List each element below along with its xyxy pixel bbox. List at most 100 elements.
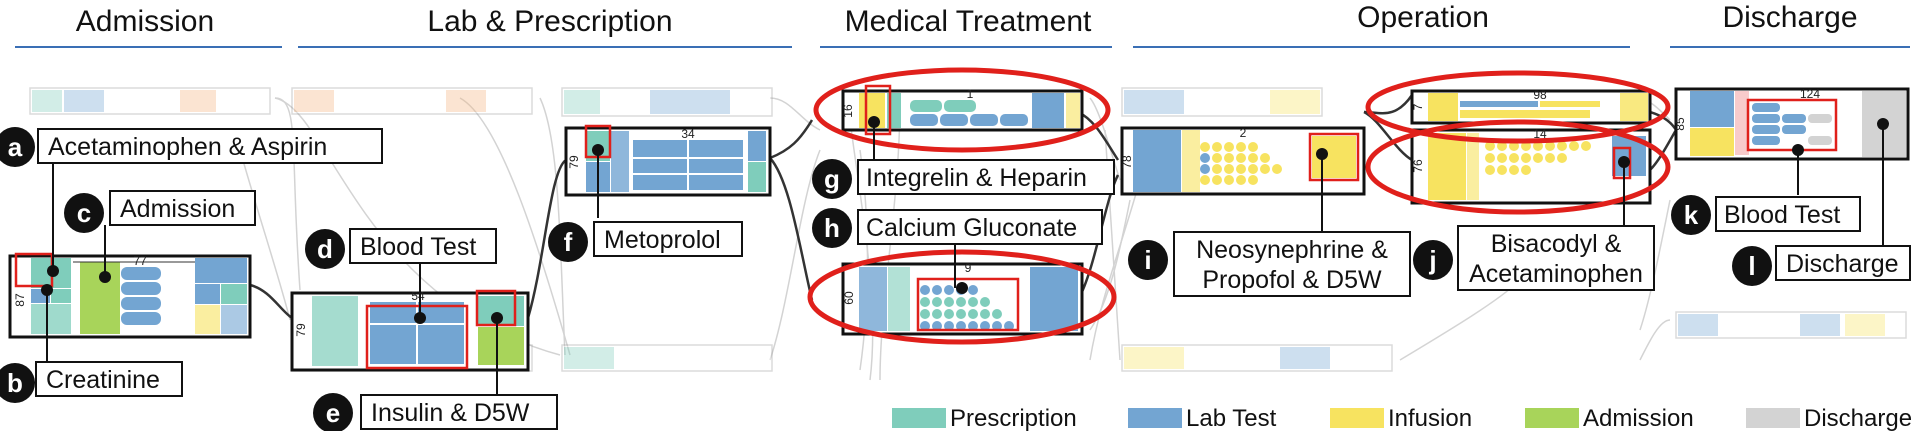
node-top-count: 77 xyxy=(133,254,147,268)
node-top-count: 1 xyxy=(967,87,974,101)
callout-letter: c xyxy=(77,198,91,228)
node-top-count: 14 xyxy=(1533,127,1547,141)
callout-label-line2: Propofol & D5W xyxy=(1202,266,1382,294)
legend-swatch xyxy=(1330,408,1384,428)
callout-badge xyxy=(1732,246,1772,286)
node-lab-prescription-2[interactable]: 34 79 xyxy=(564,124,772,197)
callout-label: Integrelin & Heparin xyxy=(866,164,1087,192)
emphasis-ellipses xyxy=(807,67,1671,345)
stage-title-lab-prescription: Lab & Prescription xyxy=(427,5,672,38)
callout-letter: f xyxy=(564,227,573,257)
callout-label: Bisacodyl & xyxy=(1491,230,1622,258)
legend-item-lab-test: Lab Test xyxy=(1128,405,1277,431)
highlight-box xyxy=(864,84,892,136)
callout-label: Calcium Gluconate xyxy=(866,214,1077,242)
highlight-box xyxy=(1612,146,1632,180)
stage-title-operation: Operation xyxy=(1357,1,1489,34)
callout-label: Discharge xyxy=(1786,250,1899,278)
callout-b: b Creatinine xyxy=(0,361,183,403)
node-top-count: 2 xyxy=(1240,126,1247,140)
faded-card xyxy=(1121,87,1323,117)
legend-label: Discharge xyxy=(1804,405,1912,431)
callout-letter: k xyxy=(1684,200,1699,230)
node-medical-treatment-2[interactable]: 9 60 xyxy=(841,261,1084,336)
stage-headers: Admission Lab & Prescription Medical Tre… xyxy=(15,1,1910,48)
callout-badge xyxy=(0,363,35,403)
callout-badge xyxy=(0,127,35,167)
callout-label: Blood Test xyxy=(1724,201,1840,229)
node-patient-count: 60 xyxy=(842,291,856,305)
legend-swatch xyxy=(1128,408,1182,428)
callout-badge xyxy=(64,193,104,233)
callout-h: h Calcium Gluconate xyxy=(812,208,1103,248)
node-admission[interactable]: 77 87 xyxy=(8,252,252,339)
callout-label: Metoprolol xyxy=(604,226,721,254)
legend-swatch xyxy=(892,408,946,428)
node-patient-count: 78 xyxy=(1120,155,1134,169)
node-top-count: 124 xyxy=(1800,87,1820,101)
callout-badge xyxy=(548,222,588,262)
node-operation-2[interactable]: 98 7 xyxy=(1410,88,1652,125)
stage-title-discharge: Discharge xyxy=(1722,1,1857,34)
node-top-count: 9 xyxy=(965,261,972,275)
callout-label: Blood Test xyxy=(360,233,476,261)
callout-badge xyxy=(313,393,353,431)
faded-card xyxy=(1121,344,1393,372)
node-top-count: 98 xyxy=(1533,88,1547,102)
stage-title-medical-treatment: Medical Treatment xyxy=(845,5,1092,38)
node-operation-1[interactable]: 2 78 xyxy=(1120,126,1366,196)
callout-k: k Blood Test xyxy=(1671,195,1861,235)
node-patient-count: 79 xyxy=(567,155,581,169)
faded-card xyxy=(561,87,773,117)
callout-badge xyxy=(1413,240,1453,280)
legend-item-infusion: Infusion xyxy=(1330,405,1472,431)
legend-item-prescription: Prescription xyxy=(892,405,1077,431)
callout-badge xyxy=(1128,240,1168,280)
highlight-box xyxy=(916,277,1020,332)
callout-label: Acetaminophen & Aspirin xyxy=(48,133,327,161)
callout-i: i Neosynephrine & Propofol & D5W xyxy=(1128,231,1411,297)
dot-grid xyxy=(1200,142,1282,185)
callout-badge xyxy=(812,208,852,248)
faded-card xyxy=(1675,311,1907,339)
callout-label: Admission xyxy=(120,195,235,223)
callout-f: f Metoprolol xyxy=(548,221,743,262)
node-patient-count: 79 xyxy=(294,323,308,337)
node-operation-3[interactable]: 14 76 xyxy=(1410,127,1652,205)
node-discharge[interactable]: 124 85 xyxy=(1673,87,1910,161)
faded-card xyxy=(29,87,271,115)
callout-badge xyxy=(812,159,852,199)
node-top-count: 54 xyxy=(411,289,425,303)
node-patient-count: 85 xyxy=(1673,117,1687,131)
callout-letter: l xyxy=(1748,251,1755,281)
legend-item-admission: Admission xyxy=(1525,405,1694,431)
callout-label-line2: Acetaminophen xyxy=(1469,260,1643,288)
callout-e: e Insulin & D5W xyxy=(313,393,558,431)
stage-title-admission: Admission xyxy=(76,5,214,38)
callout-letter: d xyxy=(317,234,333,264)
callout-label: Creatinine xyxy=(46,366,160,394)
node-patient-count: 16 xyxy=(841,104,855,118)
node-top-count: 34 xyxy=(681,127,695,141)
node-patient-count: 87 xyxy=(13,293,27,307)
legend-item-discharge: Discharge xyxy=(1746,405,1912,431)
callout-label: Neosynephrine & xyxy=(1196,236,1388,264)
legend-label: Lab Test xyxy=(1186,405,1277,431)
faded-card xyxy=(291,87,533,115)
callout-badge xyxy=(1671,195,1711,235)
highlight-box xyxy=(1308,132,1360,182)
legend-label: Admission xyxy=(1583,405,1694,431)
callout-d: d Blood Test xyxy=(305,228,497,269)
node-lab-prescription-1[interactable]: 54 79 xyxy=(290,289,530,372)
legend-label: Prescription xyxy=(950,405,1077,431)
node-patient-count: 76 xyxy=(1411,159,1425,173)
callout-anchor-dots xyxy=(41,116,1889,324)
dot-grid xyxy=(1485,141,1591,175)
node-medical-treatment-1[interactable]: 1 16 xyxy=(841,84,1084,136)
callout-badge xyxy=(305,229,345,269)
faded-card xyxy=(561,344,773,372)
callout-letter: b xyxy=(7,368,23,398)
callout-letter: g xyxy=(824,164,840,194)
callout-letter: i xyxy=(1144,245,1151,275)
legend-swatch xyxy=(1525,408,1579,428)
